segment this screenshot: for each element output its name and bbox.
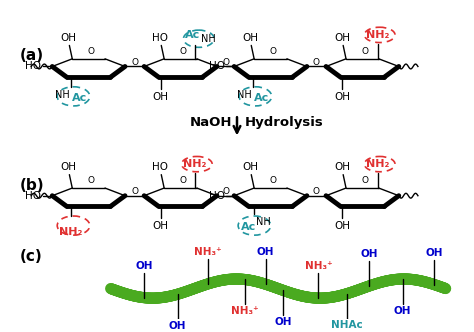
Text: O: O — [362, 176, 369, 185]
Text: O: O — [180, 176, 187, 185]
Text: (b): (b) — [20, 178, 45, 193]
Text: OH: OH — [153, 92, 169, 102]
Text: O: O — [131, 58, 138, 67]
Text: OH: OH — [153, 221, 169, 231]
Text: HO: HO — [152, 33, 168, 42]
Text: NH₂: NH₂ — [183, 159, 207, 169]
Text: (a): (a) — [20, 48, 44, 63]
Text: NH: NH — [237, 90, 252, 100]
Text: Ac: Ac — [184, 30, 200, 40]
Text: NH₂: NH₂ — [366, 159, 390, 169]
Text: O: O — [313, 187, 320, 197]
Text: O: O — [270, 176, 277, 185]
Text: O: O — [362, 47, 369, 56]
Text: HO: HO — [25, 61, 41, 71]
Text: O: O — [88, 47, 95, 56]
Text: O: O — [88, 176, 95, 185]
Text: Hydrolysis: Hydrolysis — [245, 117, 323, 129]
Text: OH: OH — [274, 317, 292, 327]
Text: O: O — [222, 58, 229, 67]
Text: Ac: Ac — [254, 93, 269, 103]
Text: O: O — [222, 187, 229, 197]
Text: NaOH: NaOH — [190, 117, 232, 129]
Text: OH: OH — [242, 162, 258, 172]
Text: OH: OH — [136, 261, 153, 271]
Text: O: O — [270, 47, 277, 56]
Text: NH₃⁺: NH₃⁺ — [231, 306, 258, 316]
Text: NH: NH — [55, 90, 70, 100]
Text: O: O — [180, 47, 187, 56]
Text: Ac: Ac — [241, 222, 256, 232]
Text: NHAc: NHAc — [331, 320, 363, 330]
Text: OH: OH — [60, 162, 76, 172]
Text: O: O — [313, 58, 320, 67]
Text: OH: OH — [257, 247, 274, 257]
Text: OH: OH — [169, 321, 186, 331]
Text: HO: HO — [209, 191, 225, 201]
Text: NH: NH — [256, 217, 271, 227]
Text: (c): (c) — [20, 249, 43, 265]
Text: OH: OH — [394, 306, 411, 316]
Text: NH₂: NH₂ — [366, 30, 390, 40]
Text: OH: OH — [426, 248, 443, 258]
Text: OH: OH — [334, 162, 350, 172]
Text: HO: HO — [152, 162, 168, 172]
Text: OH: OH — [335, 92, 350, 102]
Text: O: O — [131, 187, 138, 197]
Text: OH: OH — [242, 33, 258, 42]
Text: OH: OH — [334, 33, 350, 42]
Text: OH: OH — [360, 249, 378, 259]
Text: HO: HO — [209, 61, 225, 71]
Text: NH: NH — [201, 35, 216, 44]
Text: OH: OH — [60, 33, 76, 42]
Text: HO: HO — [25, 191, 41, 201]
Text: OH: OH — [335, 221, 350, 231]
Text: NH₃⁺: NH₃⁺ — [305, 261, 332, 271]
Text: Ac: Ac — [72, 93, 87, 103]
Text: NH₃⁺: NH₃⁺ — [194, 247, 222, 257]
Text: NH₂: NH₂ — [59, 227, 82, 237]
